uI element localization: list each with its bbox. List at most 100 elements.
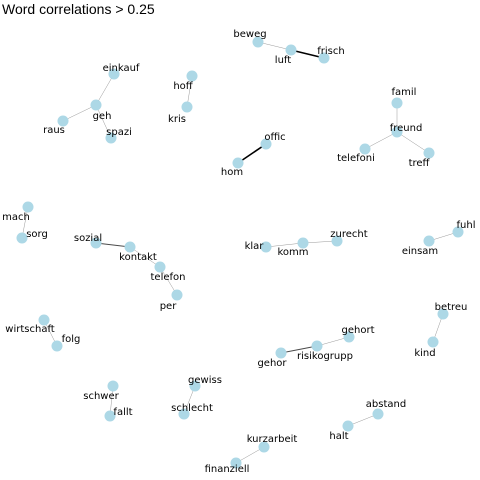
edge-luft-frisch <box>290 49 325 59</box>
node-kurzarbeit <box>258 441 270 453</box>
node-zurecht <box>331 235 343 247</box>
node-mach <box>22 201 34 213</box>
node-label-mach: mach <box>2 212 30 223</box>
node-klar <box>260 241 272 253</box>
node-finanziell <box>230 457 242 469</box>
node-label-per: per <box>160 301 178 312</box>
node-folg <box>51 340 63 352</box>
node-gehor <box>275 347 287 359</box>
node-label-telefon: telefon <box>151 272 186 283</box>
node-telefoni <box>359 143 371 155</box>
node-gewiss <box>189 380 201 392</box>
node-geh <box>90 99 102 111</box>
node-halt <box>342 420 354 432</box>
node-label-sozial: sozial <box>74 233 102 244</box>
edge-komm-zurecht <box>302 240 338 244</box>
node-label-finanziell: finanziell <box>205 464 250 475</box>
node-famil <box>391 97 403 109</box>
node-komm <box>297 237 309 249</box>
node-einsam <box>423 235 435 247</box>
node-label-luft: luft <box>275 55 291 66</box>
node-raus <box>57 115 69 127</box>
node-sorg <box>16 232 28 244</box>
node-label-raus: raus <box>43 125 65 136</box>
node-label-kurzarbeit: kurzarbeit <box>247 434 298 445</box>
node-label-treff: treff <box>409 158 431 169</box>
node-per <box>171 289 183 301</box>
node-label-freund: freund <box>390 123 423 134</box>
node-label-kontakt: kontakt <box>119 252 157 263</box>
node-label-kind: kind <box>414 348 435 359</box>
edge-gehort-risikogrupp <box>316 336 350 347</box>
node-label-gewiss: gewiss <box>188 375 222 386</box>
edge-freund-treff <box>396 131 430 154</box>
edge-geh-raus <box>62 104 97 122</box>
node-label-sorg: sorg <box>26 229 48 240</box>
node-label-abstand: abstand <box>366 399 406 410</box>
edge-geh-spazi <box>95 104 112 139</box>
graph-title: Word correlations > 0.25 <box>2 1 155 17</box>
node-label-schlecht: schlecht <box>171 403 213 414</box>
node-label-folg: folg <box>62 334 81 345</box>
node-offic <box>260 138 272 150</box>
node-schwer <box>107 380 119 392</box>
node-label-fuhl: fuhl <box>457 220 476 231</box>
node-label-spazi: spazi <box>106 127 132 138</box>
node-telefon <box>154 261 166 273</box>
node-einkauf <box>108 68 120 80</box>
node-label-gehort: gehort <box>342 325 375 336</box>
node-hom <box>232 157 244 169</box>
node-freund <box>391 126 403 138</box>
node-frisch <box>318 52 330 64</box>
labels-layer: beweg luft frisch einkauf geh raus spazi hoff kr… <box>2 29 475 475</box>
node-label-offic: offic <box>264 132 285 143</box>
edge-kontakt-telefon <box>129 246 161 268</box>
edge-freund-telefoni <box>364 131 398 150</box>
node-label-hom: hom <box>221 167 243 178</box>
edge-risikogrupp-gehor <box>280 345 318 354</box>
node-label-fallt: fallt <box>113 407 132 418</box>
node-label-famil: famil <box>392 87 417 98</box>
node-label-geh: geh <box>93 111 112 122</box>
node-kontakt <box>124 241 136 253</box>
node-label-klar: klar <box>245 241 265 252</box>
node-label-kris: kris <box>168 114 186 125</box>
node-hoff <box>186 70 198 82</box>
node-fuhl <box>452 226 464 238</box>
node-luft <box>285 44 297 56</box>
node-sozial <box>90 237 102 249</box>
node-label-einkauf: einkauf <box>103 63 140 74</box>
edge-sozial-kontakt <box>95 242 131 248</box>
node-label-zurecht: zurecht <box>330 229 367 240</box>
node-spazi <box>105 132 117 144</box>
node-betreu <box>437 308 449 320</box>
node-gehort <box>343 331 355 343</box>
node-label-gehor: gehor <box>257 358 287 369</box>
node-label-einsam: einsam <box>402 246 438 257</box>
edge-offic-hom <box>237 143 267 164</box>
edge-beweg-luft <box>257 41 292 51</box>
node-treff <box>423 147 435 159</box>
node-label-hoff: hoff <box>173 81 193 92</box>
node-abstand <box>372 408 384 420</box>
edge-klar-komm <box>265 242 304 248</box>
node-beweg <box>252 36 264 48</box>
node-fallt <box>104 410 116 422</box>
node-label-halt: halt <box>329 431 348 442</box>
node-label-schwer: schwer <box>83 391 119 402</box>
node-kind <box>427 336 439 348</box>
node-label-telefoni: telefoni <box>337 153 375 164</box>
node-kris <box>181 101 193 113</box>
node-risikogrupp <box>311 340 323 352</box>
nodes-layer <box>16 36 464 469</box>
node-label-wirtschaft: wirtschaft <box>5 324 55 335</box>
node-label-beweg: beweg <box>233 29 266 40</box>
edge-einkauf-geh <box>95 73 115 106</box>
node-label-risikogrupp: risikogrupp <box>297 351 353 362</box>
node-wirtschaft <box>38 314 50 326</box>
node-label-frisch: frisch <box>317 46 344 57</box>
node-schlecht <box>178 408 190 420</box>
node-label-komm: komm <box>277 247 308 258</box>
node-label-betreu: betreu <box>435 302 468 313</box>
